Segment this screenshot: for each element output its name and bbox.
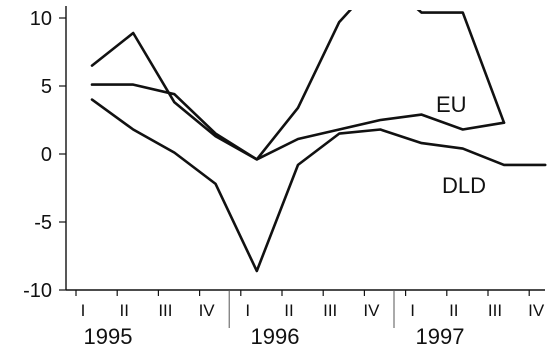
series-label-dld: DLD: [442, 173, 486, 198]
quarter-label: I: [81, 301, 86, 320]
y-axis: 10 5 0 -5 -10: [23, 6, 67, 302]
series-line-1: [90, 10, 506, 161]
quarter-label: I: [410, 301, 415, 320]
quarter-label: IV: [199, 301, 216, 320]
quarter-label: III: [488, 301, 502, 320]
y-tick-label: -10: [23, 280, 52, 302]
quarter-label: II: [119, 301, 128, 320]
y-tick-label: 5: [41, 76, 52, 98]
quarter-label: III: [323, 301, 337, 320]
quarter-label: II: [449, 301, 458, 320]
y-tick-label: -5: [34, 212, 52, 234]
series-lines: [90, 10, 547, 273]
y-tick-label: 10: [30, 8, 52, 30]
y-tick-label: 0: [41, 144, 52, 166]
series-line-3: [90, 98, 547, 273]
quarter-label: IV: [528, 301, 545, 320]
quarter-label: I: [245, 301, 250, 320]
series-label-eu: EU: [436, 92, 467, 117]
quarter-label: IV: [363, 301, 380, 320]
year-label: 1995: [84, 324, 133, 349]
quarter-label: II: [284, 301, 293, 320]
series-labels: EU DLD: [436, 92, 486, 198]
series-line-2: [90, 83, 506, 161]
year-label: 1997: [416, 324, 465, 349]
quarter-label: III: [158, 301, 172, 320]
year-label: 1996: [251, 324, 300, 349]
